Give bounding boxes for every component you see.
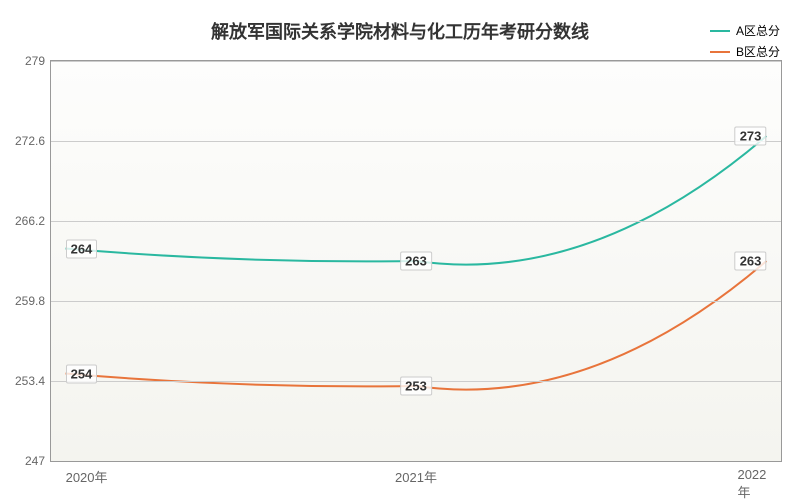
y-axis-label: 253.4: [15, 374, 45, 388]
y-axis-label: 279: [25, 54, 45, 68]
grid-line: [51, 221, 781, 222]
plot-area: 247253.4259.8266.2272.62792020年2021年2022…: [50, 60, 782, 462]
legend-line-a: [710, 30, 730, 32]
grid-line: [51, 301, 781, 302]
y-axis-label: 266.2: [15, 214, 45, 228]
data-point-label: 263: [400, 252, 432, 271]
grid-line: [51, 61, 781, 62]
legend-label-a: A区总分: [736, 22, 780, 39]
y-axis-label: 247: [25, 454, 45, 468]
x-axis-label: 2020年: [66, 467, 108, 486]
data-point-label: 263: [735, 252, 767, 271]
series-line: [66, 261, 767, 390]
chart-title: 解放军国际关系学院材料与化工历年考研分数线: [211, 18, 589, 44]
chart-container: 解放军国际关系学院材料与化工历年考研分数线 A区总分 B区总分 247253.4…: [0, 0, 800, 500]
y-axis-label: 259.8: [15, 294, 45, 308]
legend: A区总分 B区总分: [710, 22, 780, 64]
legend-label-b: B区总分: [736, 43, 780, 60]
legend-item-a: A区总分: [710, 22, 780, 39]
data-point-label: 254: [66, 364, 98, 383]
legend-line-b: [710, 51, 730, 53]
grid-line: [51, 141, 781, 142]
legend-item-b: B区总分: [710, 43, 780, 60]
data-point-label: 273: [735, 127, 767, 146]
y-axis-label: 272.6: [15, 134, 45, 148]
series-line: [66, 136, 767, 265]
data-point-label: 264: [66, 239, 98, 258]
data-point-label: 253: [400, 377, 432, 396]
x-axis-label: 2022年: [737, 467, 766, 501]
x-axis-label: 2021年: [395, 467, 437, 486]
